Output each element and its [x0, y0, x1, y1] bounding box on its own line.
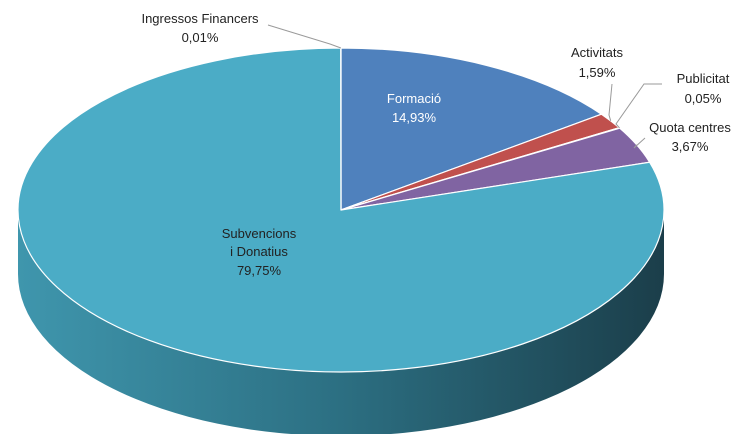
leader-line-publicitat: [615, 83, 662, 129]
pie-side-face: [18, 210, 664, 434]
slice-value-ingressos-financers: 0,01%: [182, 30, 219, 45]
slice-value-formacio: 14,93%: [392, 110, 437, 125]
pie-slices: [17, 47, 665, 373]
leader-line-ingressos-financers: [267, 24, 342, 49]
slice-value-publicitat: 0,05%: [685, 91, 722, 106]
slice-value-activitats: 1,59%: [579, 65, 616, 80]
slice-label-subvencions-line1: Subvencions: [222, 226, 297, 241]
leader-line-activitats: [608, 83, 613, 121]
leader-line-quota-centres: [633, 137, 646, 149]
slice-label-quota-centres: Quota centres: [649, 120, 731, 135]
slice-label-formacio: Formació: [387, 91, 441, 106]
slice-label-activitats: Activitats: [571, 45, 624, 60]
pie-slice-formacio: [340, 47, 603, 211]
slice-label-publicitat: Publicitat: [677, 71, 730, 86]
slice-value-subvencions: 79,75%: [237, 263, 282, 278]
slice-label-ingressos-financers: Ingressos Financers: [141, 11, 259, 26]
slice-value-quota-centres: 3,67%: [672, 139, 709, 154]
pie-side-wall: [18, 210, 664, 434]
leader-lines: [267, 24, 662, 149]
slice-label-subvencions-line2: i Donatius: [230, 244, 288, 259]
